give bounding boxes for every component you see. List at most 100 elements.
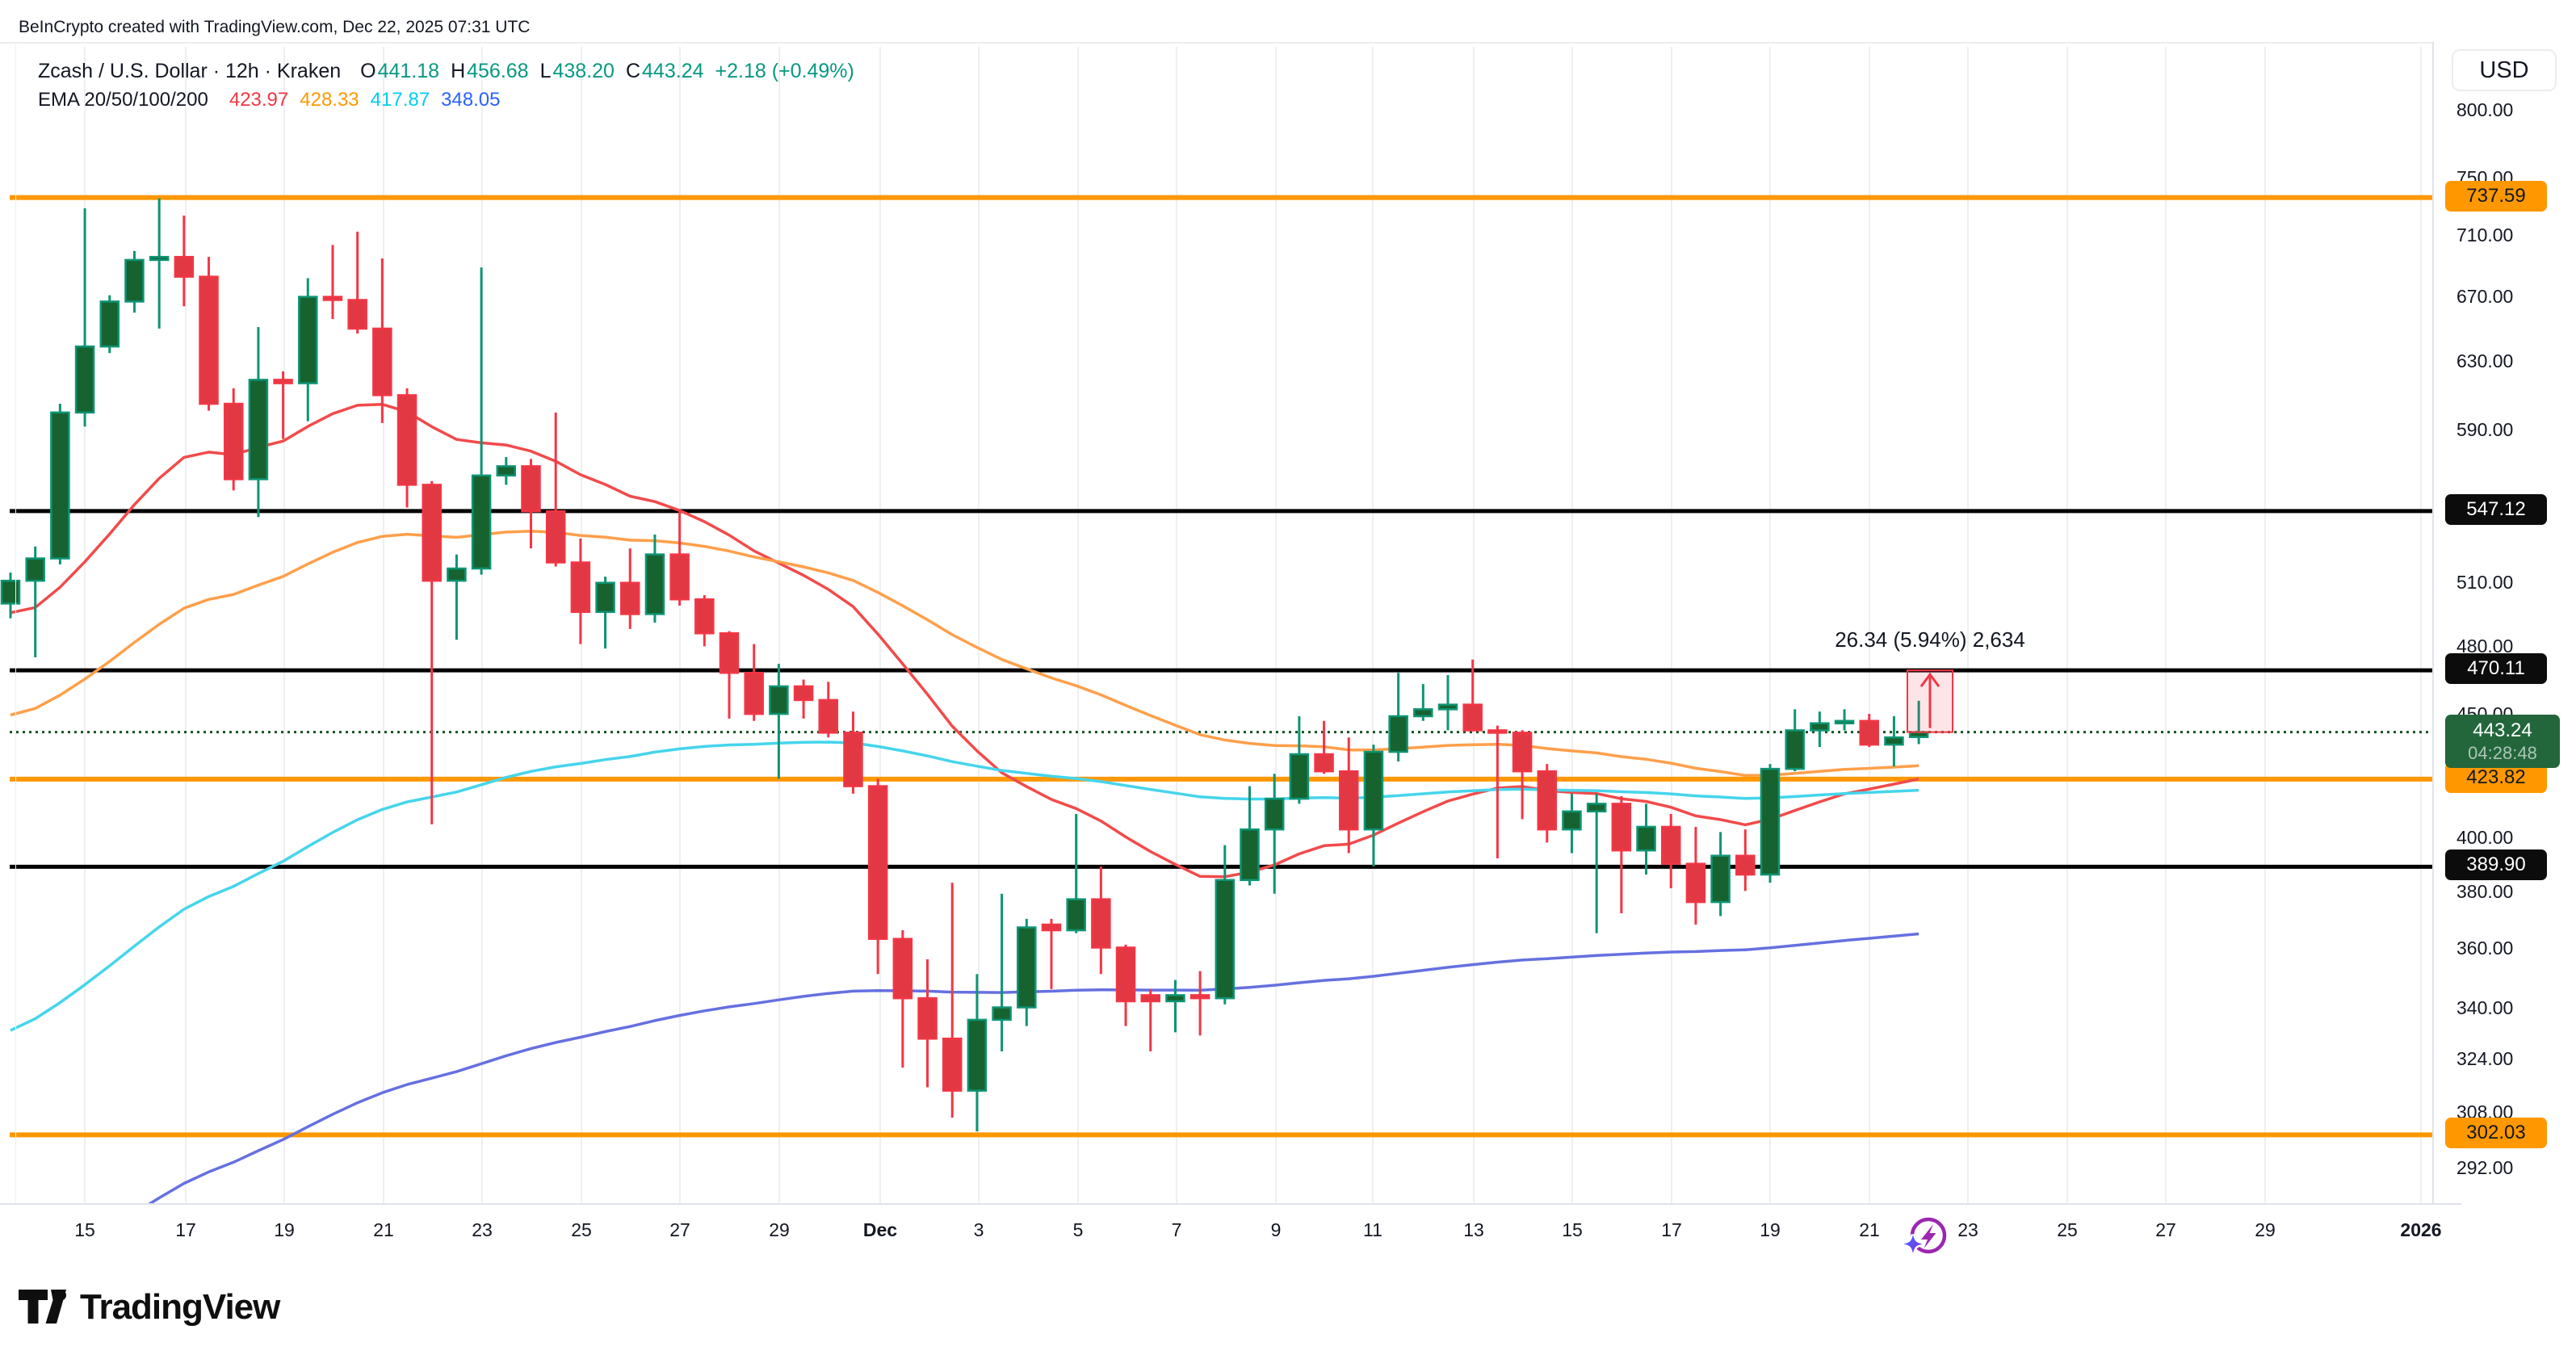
candle	[496, 457, 517, 485]
candle	[322, 245, 343, 320]
close-label: C	[625, 60, 641, 82]
price-tick-label: 340.00	[2456, 997, 2514, 1019]
lightning-bolt-glyph	[1921, 1224, 1936, 1248]
candle	[347, 231, 367, 334]
symbol-title[interactable]: Zcash / U.S. Dollar · 12h · Kraken	[38, 60, 342, 82]
candle	[719, 631, 740, 719]
currency-label: USD	[2479, 57, 2529, 83]
candle	[1091, 866, 1111, 975]
date-tick-label: 27	[669, 1219, 690, 1240]
candle	[1314, 720, 1334, 774]
last-price-badge: 443.24 04:28:48	[2445, 714, 2560, 768]
tradingview-attribution[interactable]: TradingView	[19, 1287, 280, 1328]
currency-button[interactable]: USD	[2452, 49, 2557, 91]
price-tick-label: 380.00	[2456, 880, 2514, 902]
candle	[818, 682, 839, 738]
candle	[422, 480, 442, 824]
date-tick-label: 11	[1363, 1219, 1382, 1240]
date-tick-label: 17	[175, 1219, 196, 1240]
date-tick-label: 27	[2155, 1219, 2176, 1240]
ema200-value: 348.05	[441, 89, 501, 111]
date-tick-label: 2026	[2400, 1219, 2442, 1240]
measure-arrow-head	[1919, 672, 1940, 688]
candle	[99, 295, 120, 354]
date-tick-label: 15	[1562, 1219, 1583, 1240]
pane-left-border	[15, 42, 16, 1203]
candle	[1140, 988, 1160, 1052]
low-label: L	[539, 60, 552, 82]
candle	[1810, 711, 1830, 748]
candle	[1462, 659, 1483, 732]
candle	[992, 893, 1012, 1052]
candle	[644, 535, 665, 623]
candle	[1685, 826, 1706, 925]
price-tick-label: 630.00	[2456, 350, 2514, 371]
candle	[248, 326, 269, 518]
change-value: +2.18 (+0.49%)	[715, 60, 854, 82]
ema20-line	[10, 402, 1919, 879]
candle	[1339, 737, 1359, 854]
date-tick-label: 5	[1072, 1219, 1084, 1240]
candle	[1017, 918, 1037, 1026]
tradingview-logo-icon	[19, 1290, 66, 1324]
chart-legend: Zcash / U.S. Dollar · 12h · Kraken O 441.…	[38, 58, 854, 113]
price-tick-label: 670.00	[2456, 285, 2514, 307]
ema-indicator-label[interactable]: EMA 20/50/100/200	[38, 89, 208, 111]
price-tick-label: 292.00	[2456, 1157, 2514, 1179]
candle	[793, 679, 814, 719]
candle	[620, 548, 640, 629]
candle	[1066, 813, 1086, 933]
time-axis[interactable]: 15 17 19 21 23 25 27 29 Dec 3 5 7 9 11 13 15 17 19 21 23 25 2…	[0, 1203, 2461, 1260]
level-price-badge: 302.03	[2445, 1118, 2547, 1149]
date-tick-label: 25	[2057, 1219, 2078, 1240]
price-axis[interactable]: USD 800.00 750.00 710.00 670.00 630.00 590.00…	[2432, 42, 2576, 1203]
date-tick-label: 23	[472, 1219, 493, 1240]
date-tick-label: 21	[1859, 1219, 1880, 1240]
candle	[769, 664, 789, 779]
candle	[1760, 764, 1781, 883]
price-tick-label: 710.00	[2456, 224, 2514, 246]
ema200-line	[145, 932, 1919, 1205]
bar-countdown: 04:28:48	[2468, 742, 2537, 763]
date-tick-label: 29	[2255, 1219, 2276, 1240]
candle	[917, 959, 938, 1088]
watermark: BeInCrypto created with TradingView.com,…	[19, 18, 531, 36]
candle	[1363, 745, 1384, 867]
price-tick-label: 400.00	[2456, 827, 2514, 849]
candle	[298, 278, 318, 422]
candle	[199, 257, 219, 411]
level-price-badge: 389.90	[2445, 849, 2547, 881]
candle	[1041, 918, 1062, 989]
level-price-badge: 470.11	[2445, 653, 2547, 685]
price-tick-label: 590.00	[2456, 418, 2514, 440]
candle	[149, 198, 170, 329]
date-tick-label: Dec	[862, 1219, 898, 1240]
level-price-badge: 737.59	[2445, 180, 2547, 212]
candle	[545, 412, 566, 567]
ema50-value: 428.33	[300, 89, 359, 111]
open-label: O	[360, 60, 376, 82]
candle	[25, 546, 45, 657]
ai-lightning-icon[interactable]	[1899, 1211, 1954, 1261]
date-tick-label: 19	[1760, 1219, 1781, 1240]
ema100-value: 417.87	[370, 89, 430, 111]
date-tick-label: 9	[1270, 1219, 1282, 1240]
candle	[471, 267, 492, 575]
candle	[1487, 725, 1508, 859]
candle	[843, 711, 863, 794]
candle	[1710, 832, 1731, 917]
candle	[124, 250, 145, 313]
chart-pane[interactable]: Zcash / U.S. Dollar · 12h · Kraken O 441.…	[0, 42, 2432, 1254]
ema20-value: 423.97	[229, 89, 289, 111]
candle	[1189, 971, 1210, 1036]
open-value: 441.18	[377, 60, 440, 82]
candle	[1735, 829, 1756, 891]
candle	[1264, 774, 1285, 894]
price-tick-label: 800.00	[2456, 99, 2514, 120]
candle	[174, 215, 195, 307]
date-tick-label: 19	[274, 1219, 295, 1240]
chart-canvas[interactable]	[0, 44, 2432, 1205]
candle	[1388, 673, 1408, 762]
candle	[867, 778, 888, 975]
candle	[1660, 813, 1681, 888]
